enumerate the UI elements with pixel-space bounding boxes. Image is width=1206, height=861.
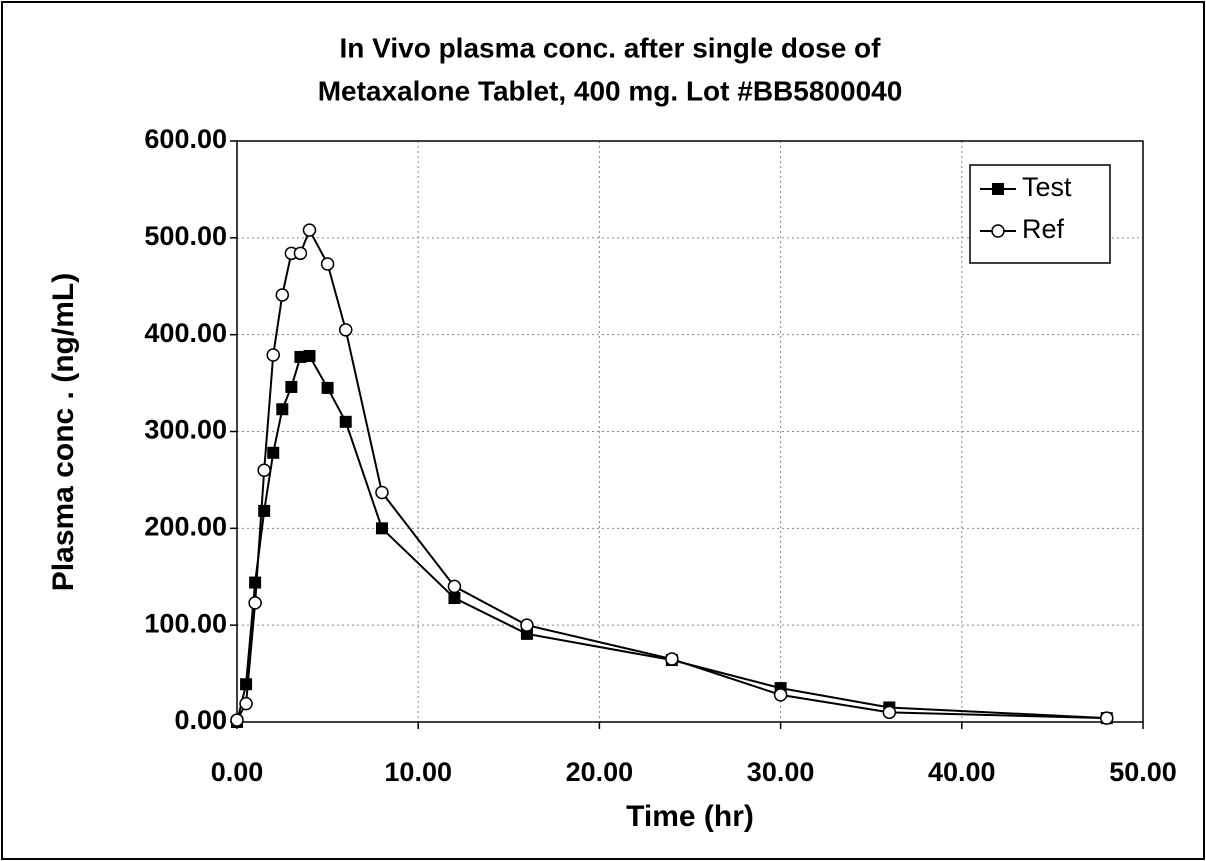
marker (448, 592, 461, 605)
marker (992, 183, 1004, 195)
marker (882, 705, 897, 720)
marker (991, 224, 1005, 238)
marker (665, 652, 679, 666)
x-tick-label: 0.00 (211, 757, 264, 787)
marker (302, 223, 317, 237)
chart-title: In Vivo plasma conc. after single dose o… (340, 32, 882, 63)
marker (375, 485, 389, 500)
marker (275, 288, 290, 302)
marker (1100, 711, 1114, 725)
marker (257, 463, 271, 477)
marker (320, 257, 335, 271)
plot-area (236, 140, 1144, 723)
x-axis-title: Time (hr) (626, 800, 754, 833)
series-line (236, 227, 1107, 721)
y-tick-label: 400.00 (144, 318, 227, 348)
marker (276, 403, 289, 416)
marker (321, 381, 334, 394)
x-tick-label: 30.00 (747, 757, 815, 787)
y-tick-label: 600.00 (144, 124, 227, 154)
x-tick-label: 40.00 (928, 757, 996, 787)
marker (266, 348, 280, 362)
marker (303, 349, 316, 362)
legend-label: Test (1022, 172, 1072, 202)
marker (520, 618, 534, 632)
x-tick-label: 50.00 (1109, 757, 1177, 787)
marker (773, 688, 788, 702)
marker (447, 579, 462, 594)
y-tick-label: 100.00 (144, 608, 227, 638)
legend (969, 164, 1111, 264)
y-tick-label: 200.00 (144, 511, 227, 541)
marker (230, 713, 244, 727)
y-tick-label: 0.00 (174, 705, 227, 735)
marker (339, 415, 352, 428)
chart-title: Metaxalone Tablet, 400 mg. Lot #BB580004… (318, 75, 903, 106)
marker (248, 596, 262, 610)
marker (293, 246, 308, 261)
series-line (236, 354, 1107, 723)
x-tick-label: 10.00 (384, 757, 452, 787)
x-tick-label: 20.00 (566, 757, 634, 787)
y-tick-label: 500.00 (144, 221, 227, 251)
legend-label: Ref (1022, 214, 1065, 244)
marker (239, 696, 253, 711)
marker (258, 504, 271, 517)
marker (285, 380, 298, 393)
marker (294, 350, 307, 363)
marker (240, 678, 253, 691)
marker (249, 576, 262, 589)
y-tick-label: 300.00 (144, 415, 227, 445)
y-axis-title: Plasma conc . (ng/mL) (47, 273, 80, 591)
marker (338, 323, 353, 337)
marker (267, 446, 280, 459)
marker (375, 522, 388, 535)
